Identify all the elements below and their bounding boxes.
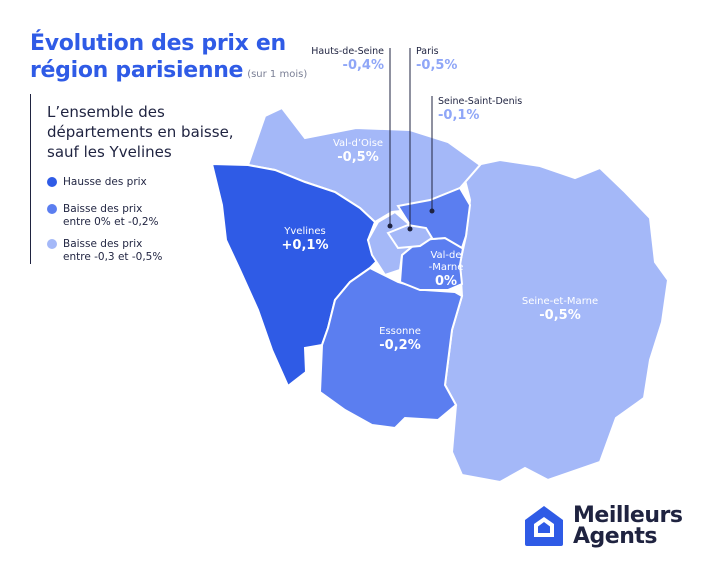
callout-dot-hauts-de-seine (387, 223, 393, 229)
region-essonne (318, 266, 464, 430)
house-logo-icon (525, 506, 563, 546)
dept-value: -0,5% (337, 150, 379, 165)
legend-dot-icon (47, 204, 57, 214)
dept-name: Val-de (430, 250, 462, 261)
dept-value: -0,2% (379, 338, 421, 353)
callout-name: Paris (416, 46, 439, 57)
dept-value: -0,5% (539, 308, 581, 323)
label-val-de-marne: Val-de -Marne 0% (418, 250, 474, 290)
dept-name: Essonne (379, 326, 421, 337)
legend-sublabel: entre 0% et -0,2% (63, 216, 159, 228)
dept-name: Seine-et-Marne (521, 296, 599, 307)
dept-name: Val-d’Oise (332, 138, 384, 149)
callout-name: Seine-Saint-Denis (438, 96, 523, 107)
legend-dot-icon (47, 239, 57, 249)
title-line-1: Évolution des prix en (30, 31, 286, 56)
dept-value: 0% (434, 274, 458, 289)
legend-dot-icon (47, 177, 57, 187)
callout-dot-paris (407, 226, 413, 232)
callout-seine-saint-denis: Seine-Saint-Denis -0,1% (438, 96, 558, 124)
title-line-2: région parisienne (30, 58, 244, 83)
map-title: Évolution des prix en région parisienne(… (30, 30, 330, 88)
label-val-doise: Val-d’Oise -0,5% (318, 138, 398, 166)
legend-item-hausse: Hausse des prix (47, 176, 247, 189)
legend-label: Baisse des prix (63, 203, 143, 215)
callout-hauts-de-seine: Hauts-de-Seine -0,4% (292, 46, 384, 74)
dept-name-2: -Marne (428, 262, 464, 273)
callout-dot-seine-saint-denis (429, 208, 435, 214)
callout-value: -0,4% (342, 58, 384, 73)
dept-name: Yvelines (284, 226, 326, 237)
legend-label: Hausse des prix (63, 176, 147, 188)
label-yvelines: Yvelines +0,1% (270, 226, 340, 254)
meilleurs-agents-logo: Meilleurs Agents (523, 503, 683, 549)
callout-paris: Paris -0,5% (416, 46, 486, 74)
dept-value: +0,1% (281, 238, 329, 253)
region-paris (386, 223, 434, 250)
headline: L’ensemble des départements en baisse, s… (47, 103, 234, 161)
title-subtitle: (sur 1 mois) (247, 69, 308, 80)
callout-value: -0,1% (438, 108, 480, 123)
logo-line-1: Meilleurs (573, 503, 683, 528)
callout-value: -0,5% (416, 58, 458, 73)
label-seine-et-marne: Seine-et-Marne -0,5% (505, 296, 615, 324)
label-essonne: Essonne -0,2% (360, 326, 440, 354)
callout-name: Hauts-de-Seine (311, 46, 384, 57)
legend-label: Baisse des prix (63, 238, 143, 250)
sidebar: L’ensemble des départements en baisse, s… (30, 94, 247, 264)
legend-sublabel: entre -0,3 et -0,5% (63, 251, 163, 263)
logo-line-2: Agents (573, 524, 657, 549)
legend-item-baisse-forte: Baisse des prix entre -0,3 et -0,5% (47, 238, 247, 264)
legend-item-baisse-faible: Baisse des prix entre 0% et -0,2% (47, 203, 247, 229)
legend: Hausse des prix Baisse des prix entre 0% … (47, 176, 247, 264)
